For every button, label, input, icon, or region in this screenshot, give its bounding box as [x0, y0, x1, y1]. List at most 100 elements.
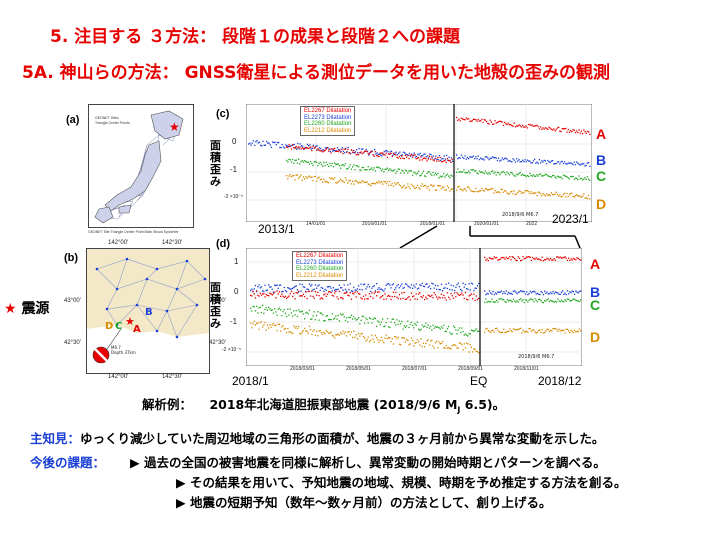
chart-c-series-D-label: D	[596, 196, 607, 212]
map-a-footer: GEONET Site Triangle Center Point Main S…	[88, 230, 179, 234]
chart-c-series-B	[248, 140, 454, 162]
chart-c-legend: EL2267 Dilatation EL2273 Dilatation EL22…	[300, 106, 356, 136]
epicenter-legend-star-icon: ★	[4, 301, 17, 317]
hokkaido-shape	[150, 110, 184, 140]
future-item-3: ▶ 地震の短期予知（数年〜数ヶ月前）の方法として、創り上げる。	[176, 495, 552, 510]
chart-c-series-A	[286, 144, 453, 164]
map-b-letter-A: A	[133, 324, 141, 335]
chart-d-end-label: 2018/12	[538, 374, 582, 388]
map-b-right-tick-1: 43°00'	[209, 298, 226, 304]
chart-d-xtick-0: 2018/03/01	[290, 366, 316, 372]
map-b-top-tick-2: 142°30'	[162, 240, 183, 246]
findings-label: 主知見：	[30, 431, 81, 446]
chart-c-xtick-1: 2016/01/01	[362, 221, 388, 227]
panel-a-label: (a)	[66, 114, 80, 126]
chart-d-legend: EL2267 Dilatation EL2273 Dilatation EL22…	[292, 251, 348, 281]
epicenter-star-small-icon: ★	[125, 315, 135, 328]
chart-c-xtick-2: 2018/01/01	[420, 221, 446, 227]
map-b-right-tick-2: 42°30'	[209, 340, 226, 346]
future-label: 今後の課題：	[30, 455, 106, 470]
map-b-letter-D: D	[105, 321, 113, 332]
findings-text: ゆっくり減少していた周辺地域の三角形の面積が、地震の３ヶ月前から異常な変動を示し…	[80, 431, 605, 446]
chart-d-series-B	[484, 290, 582, 296]
chart-c-ytick-0: 0	[232, 137, 237, 146]
chart-c-xtick-0: 14/01/01	[306, 221, 326, 227]
chart-d-eq-label: EQ	[470, 374, 488, 388]
epicenter-star-icon: ★	[169, 120, 180, 134]
map-b-top-tick-1: 142°00'	[108, 240, 129, 246]
chart-c-xtick-4: 2022	[526, 221, 538, 227]
chart-d-series-B-label: B	[590, 284, 601, 300]
chart-c-legend-3: EL2260 Dilatation	[304, 121, 352, 127]
findings: 主知見：ゆっくり減少していた周辺地域の三角形の面積が、地震の３ヶ月前から異常な変…	[30, 428, 604, 447]
hokkaido-map-svg: ★ B A C D M6.7 Depth 37km	[87, 249, 209, 373]
caption-prefix: 解析例：	[142, 397, 193, 412]
chart-c-series-A-label: A	[596, 126, 607, 142]
future-item-1: ▶ 過去の全国の被害地震を同様に解析し、異常変動の開始時期とパターンを調べる。	[130, 455, 606, 470]
epicenter-legend-label: 震源	[21, 301, 50, 317]
sea-area	[87, 325, 209, 373]
chart-d-legend-2: EL2273 Dilatation	[296, 259, 344, 266]
chart-c-series-B	[456, 154, 591, 167]
map-b-left-tick-2: 42°30'	[64, 340, 81, 346]
chart-d-series-A	[250, 290, 480, 302]
chart-d-legend-3: EL2260 Dilatation	[296, 266, 344, 272]
chart-c-ylabel: 面積歪み	[210, 139, 221, 188]
chart-d-ytick-1: 0	[234, 287, 239, 296]
epicenter-legend: ★ 震源	[4, 298, 49, 318]
chart-c-ytick-2: -2 ×10⁻⁵	[224, 194, 244, 200]
kyushu-shape	[94, 206, 114, 224]
panel-c-label: (c)	[216, 108, 230, 120]
chart-c-series-C	[286, 158, 453, 179]
map-b-left-tick-1: 43°00'	[64, 298, 81, 304]
shikoku-shape	[118, 204, 132, 214]
chart-d-series-D	[250, 320, 480, 354]
caption-sub: J	[457, 405, 461, 415]
chart-d-series-C	[250, 304, 480, 337]
future-label-row: 今後の課題：	[30, 452, 105, 471]
panel-b-label: (b)	[64, 252, 79, 264]
chart-c-series-D	[456, 185, 591, 200]
map-a-legend-sites: GEONET Sites	[95, 116, 119, 120]
caption-text: 2018年北海道胆振東部地震 (2018/9/6 M	[209, 397, 458, 412]
chart-d-xtick-4: 2018/11/01	[514, 366, 539, 372]
map-b-letter-C: C	[115, 321, 122, 332]
chart-d-series-D	[484, 327, 582, 334]
map-b-bottom-tick-2: 142°30'	[162, 374, 183, 380]
chart-d-series-C-label: C	[590, 297, 601, 313]
chart-d-series-B	[250, 282, 480, 293]
map-a-legend-centers: Triangle Center Points	[95, 121, 130, 125]
chart-c-end-label: 2023/1	[552, 212, 589, 226]
caption-suffix: 6.5)。	[460, 397, 506, 412]
chart-d-ylabel: 面積歪み	[210, 281, 221, 330]
chart-c-legend-2: EL2273 Dilatation	[304, 114, 352, 121]
slide-title-line1: 5. 注目する ３方法： 段階１の成果と段階２への課題	[50, 27, 461, 47]
chart-d-series-A	[484, 256, 582, 262]
chart-c-legend-1: EL2267 Dilatation	[304, 108, 352, 114]
chart-d-legend-1: EL2267 Dilatation	[296, 253, 344, 259]
chart-c-series-C	[456, 168, 591, 181]
honshu-shape	[104, 140, 162, 212]
chart-c-start-label: 2013/1	[258, 222, 295, 236]
chart-d-start-label: 2018/1	[232, 374, 269, 388]
chart-c-xtick-3: 2020/01/01	[474, 221, 500, 227]
chart-c-series-C-label: C	[596, 168, 607, 184]
map-b-depth: Depth 37km	[111, 350, 136, 355]
chart-c-event-text: 2018/9/6 M6.7	[502, 212, 538, 218]
chart-d-xtick-3: 2018/09/01	[458, 366, 484, 372]
panel-d-label: (d)	[216, 238, 231, 250]
future-item-2: ▶ その結果を用いて、予知地震の地域、規模、時期を予め推定する方法を創る。	[176, 475, 627, 490]
map-b-letter-B: B	[145, 307, 153, 318]
chart-d-xtick-1: 2018/05/01	[346, 366, 372, 372]
map-b-bottom-tick-1: 142°00'	[108, 374, 129, 380]
chart-d-series-C	[484, 298, 582, 304]
slide-title-line2: 5A. 神山らの方法： GNSS衛星による測位データを用いた地殻の歪みの観測	[22, 63, 610, 83]
chart-d-legend-4: EL2212 Dilatation	[296, 272, 344, 279]
map-panel-a: ★ GEONET Sites Triangle Center Points	[88, 104, 194, 228]
chart-d-ytick-3: -2 ×10⁻⁵	[222, 347, 242, 353]
map-panel-b: ★ B A C D M6.7 Depth 37km	[86, 248, 210, 374]
chart-c-series-D	[286, 173, 453, 192]
chart-c: 2018/9/6 M6.7	[246, 104, 592, 222]
chart-d-xtick-2: 2018/07/01	[402, 366, 428, 372]
analysis-caption: 解析例： 2018年北海道胆振東部地震 (2018/9/6 MJ 6.5)。	[142, 394, 505, 415]
